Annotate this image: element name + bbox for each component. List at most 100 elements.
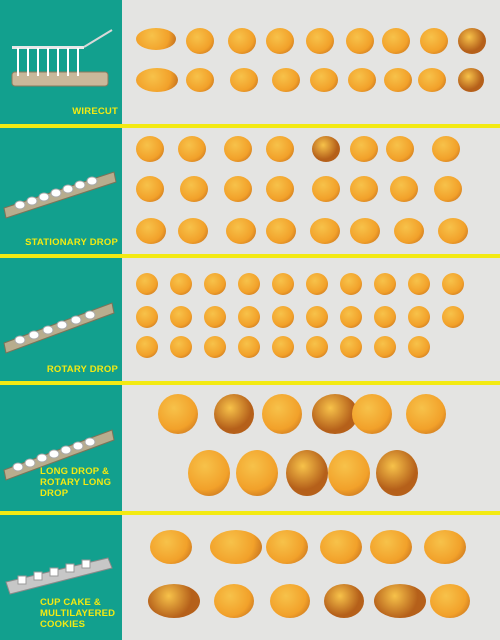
rotary-drop-cookie	[408, 306, 430, 328]
wirecut-cookie	[420, 28, 448, 54]
long-drop-cookie	[406, 394, 446, 434]
cup-cake-cookie	[266, 530, 308, 564]
rotary-drop-cookie	[442, 273, 464, 295]
cup-cake-cookie	[210, 530, 262, 564]
wirecut-cookie	[186, 28, 214, 54]
rotary-drop-cookie	[408, 336, 430, 358]
wirecut-cookie	[186, 68, 214, 92]
long-drop-cookie	[286, 450, 328, 496]
stationary-drop-cookie	[178, 136, 206, 162]
section-divider	[0, 511, 500, 515]
rotary-drop-cookie	[238, 273, 260, 295]
stationary-drop-cookie	[390, 176, 418, 202]
wirecut-cookie	[418, 68, 446, 92]
cup-cake-cookie	[148, 584, 200, 618]
rotary-drop-cookie	[238, 306, 260, 328]
cup-cake-cookie	[370, 530, 412, 564]
wirecut-cookie	[458, 68, 484, 92]
wirecut-cookie	[272, 68, 300, 92]
rotary-drop-cookie	[204, 336, 226, 358]
rotary-drop-cookie	[374, 273, 396, 295]
rotary-drop-cookie	[170, 336, 192, 358]
rotary-drop-cookie	[136, 336, 158, 358]
long-drop-cookie	[262, 394, 302, 434]
stationary-drop-cookie	[180, 176, 208, 202]
rotary-drop-cookie	[306, 273, 328, 295]
rotary-drop-machine-icon	[3, 302, 115, 354]
wirecut-cookie	[348, 68, 376, 92]
long-drop-cookie	[328, 450, 370, 496]
stationary-drop-cookie	[394, 218, 424, 244]
wirecut-cookie	[230, 68, 258, 92]
cup-cake-cookie	[270, 584, 310, 618]
stationary-drop-cookie	[178, 218, 208, 244]
stationary-drop-cookie	[386, 136, 414, 162]
stationary-drop-cookie	[266, 136, 294, 162]
rotary-drop-cookie	[374, 306, 396, 328]
rotary-drop-cookie	[340, 336, 362, 358]
rotary-drop-cookie	[272, 306, 294, 328]
category-panel	[0, 0, 122, 640]
cup-cake-cookie	[324, 584, 364, 618]
rotary-drop-cookie	[170, 306, 192, 328]
stationary-drop-cookie	[350, 176, 378, 202]
rotary-drop-cookie	[374, 336, 396, 358]
stationary-drop-cookie	[224, 136, 252, 162]
rotary-drop-cookie	[136, 306, 158, 328]
long-drop-cookie	[214, 394, 254, 434]
stationary-drop-cookie	[266, 176, 294, 202]
section-label-stationary-drop: STATIONARY DROP	[25, 237, 118, 248]
rotary-drop-cookie	[340, 273, 362, 295]
rotary-drop-cookie	[306, 306, 328, 328]
wirecut-cookie	[228, 28, 256, 54]
rotary-drop-cookie	[272, 273, 294, 295]
cup-cake-cookie	[214, 584, 254, 618]
cup-cake-cookie	[374, 584, 426, 618]
cup-cake-cookie	[320, 530, 362, 564]
section-divider	[0, 254, 500, 258]
long-drop-cookie	[158, 394, 198, 434]
rotary-drop-cookie	[272, 336, 294, 358]
stationary-drop-cookie	[438, 218, 468, 244]
stationary-drop-cookie	[350, 218, 380, 244]
section-divider	[0, 381, 500, 385]
long-drop-cookie	[236, 450, 278, 496]
rotary-drop-cookie	[170, 273, 192, 295]
long-drop-cookie	[352, 394, 392, 434]
wirecut-cookie	[136, 28, 176, 50]
section-label-long-drop: LONG DROP & ROTARY LONG DROP	[40, 466, 112, 499]
stationary-drop-cookie	[312, 176, 340, 202]
stationary-drop-cookie	[312, 136, 340, 162]
cup-cake-cookie	[150, 530, 192, 564]
rotary-drop-cookie	[204, 306, 226, 328]
long-drop-cookie	[188, 450, 230, 496]
cup-cake-cookie	[430, 584, 470, 618]
rotary-drop-cookie	[238, 336, 260, 358]
rotary-drop-cookie	[306, 336, 328, 358]
rotary-drop-cookie	[136, 273, 158, 295]
stationary-drop-cookie	[434, 176, 462, 202]
wirecut-cookie	[310, 68, 338, 92]
stationary-drop-cookie	[136, 218, 166, 244]
stationary-drop-cookie	[136, 176, 164, 202]
wirecut-cookie	[458, 28, 486, 54]
wirecut-machine-icon	[11, 29, 113, 87]
long-drop-machine-icon	[3, 429, 115, 481]
stationary-drop-cookie	[266, 218, 296, 244]
wirecut-cookie	[266, 28, 294, 54]
wirecut-cookie	[306, 28, 334, 54]
cup-cake-cookie	[424, 530, 466, 564]
rotary-drop-cookie	[204, 273, 226, 295]
wirecut-cookie	[136, 68, 178, 92]
section-label-wirecut: WIRECUT	[72, 106, 118, 117]
rotary-drop-cookie	[340, 306, 362, 328]
long-drop-cookie	[376, 450, 418, 496]
stationary-drop-cookie	[310, 218, 340, 244]
cup-cake-machine-icon	[5, 557, 113, 595]
stationary-drop-cookie	[432, 136, 460, 162]
rotary-drop-cookie	[442, 306, 464, 328]
section-label-cup-cake: CUP CAKE & MULTILAYERED COOKIES	[40, 597, 116, 630]
rotary-drop-cookie	[408, 273, 430, 295]
section-divider	[0, 124, 500, 128]
